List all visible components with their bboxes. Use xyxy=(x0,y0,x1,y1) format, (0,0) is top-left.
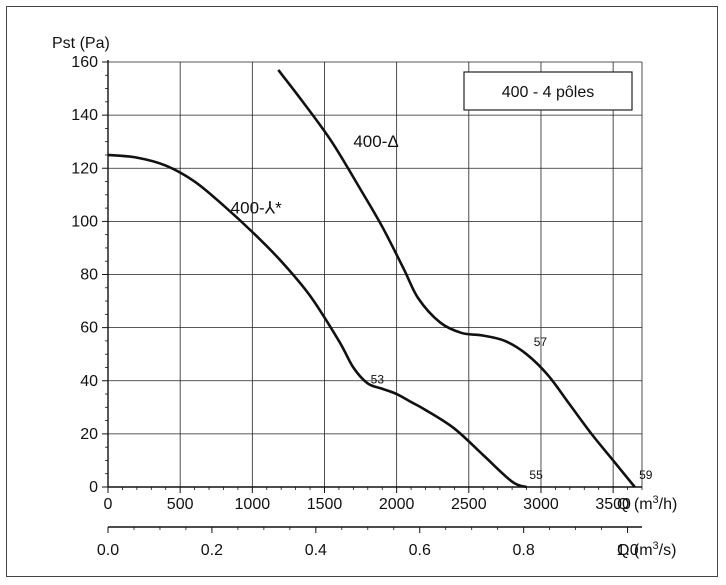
x2-tick-label: 0.2 xyxy=(201,542,223,559)
legend-box xyxy=(463,71,633,111)
series-label: 400-⅄* xyxy=(231,198,282,217)
y-axis-title: Pst (Pa) xyxy=(52,35,110,52)
x-tick-label: 1500 xyxy=(307,496,343,513)
x-tick-label: 500 xyxy=(167,496,194,513)
legend-text: 400 - 4 pôles xyxy=(502,84,595,101)
x-tick-label: 2500 xyxy=(451,496,487,513)
x-tick-label: 3000 xyxy=(523,496,559,513)
annotation-label: 57 xyxy=(534,335,548,349)
x2-tick-label: 1.0 xyxy=(616,542,638,559)
y-tick-label: 140 xyxy=(71,107,98,124)
annotation-label: 59 xyxy=(639,468,653,482)
x-tick-label: 2000 xyxy=(379,496,415,513)
series-line-star xyxy=(107,153,527,489)
labels: 400-Δ 400-⅄* 57 53 55 59 xyxy=(231,132,653,482)
x2-tick-label: 0.8 xyxy=(513,542,535,559)
y-tick-label: 20 xyxy=(80,426,98,443)
annotation-label: 53 xyxy=(371,372,385,386)
x2-tick-label: 0.4 xyxy=(305,542,327,559)
y-tick-label: 160 xyxy=(71,54,98,71)
x-axis-secondary-title: Q (m3/s) xyxy=(617,540,676,559)
y-tick-label: 60 xyxy=(80,320,98,337)
curves xyxy=(107,69,636,489)
annotation-label: 55 xyxy=(529,468,543,482)
x2-tick-label: 0.6 xyxy=(409,542,431,559)
series-line-delta xyxy=(277,69,636,488)
x-tick-label: 1000 xyxy=(235,496,271,513)
grid xyxy=(107,61,643,488)
ticks: 0 20 40 60 80 100 120 140 160 0 500 1000 1500 2000 250… xyxy=(71,54,643,559)
y-tick-label: 100 xyxy=(71,213,98,230)
x-tick-label: 3500 xyxy=(595,496,631,513)
y-tick-label: 0 xyxy=(89,479,98,496)
series-label: 400-Δ xyxy=(353,132,398,151)
y-tick-label: 40 xyxy=(80,373,98,390)
x2-tick-label: 0.0 xyxy=(97,542,119,559)
x-tick-label: 0 xyxy=(104,496,113,513)
y-tick-label: 120 xyxy=(71,160,98,177)
y-tick-label: 80 xyxy=(80,267,98,284)
legend: 400 - 4 pôles xyxy=(463,71,633,111)
axes xyxy=(107,60,642,528)
x-axis-title: Q (m3/h) xyxy=(617,494,677,513)
